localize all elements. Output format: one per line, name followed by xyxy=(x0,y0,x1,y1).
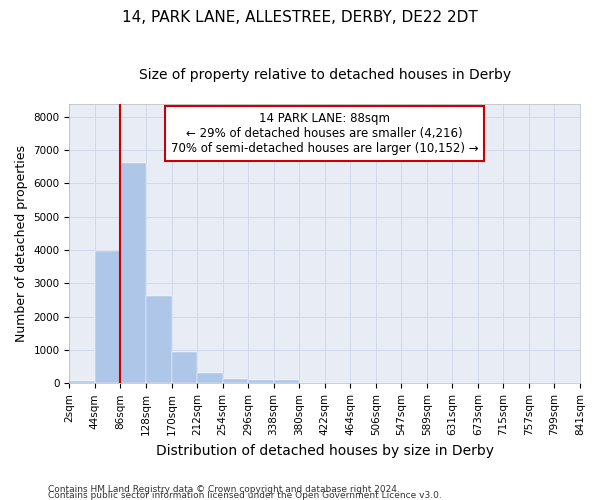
Text: Contains public sector information licensed under the Open Government Licence v3: Contains public sector information licen… xyxy=(48,490,442,500)
Title: Size of property relative to detached houses in Derby: Size of property relative to detached ho… xyxy=(139,68,511,82)
Bar xyxy=(248,380,274,384)
Text: 14 PARK LANE: 88sqm
← 29% of detached houses are smaller (4,216)
70% of semi-det: 14 PARK LANE: 88sqm ← 29% of detached ho… xyxy=(171,112,479,155)
Bar xyxy=(172,352,197,384)
X-axis label: Distribution of detached houses by size in Derby: Distribution of detached houses by size … xyxy=(156,444,494,458)
Bar xyxy=(95,251,121,384)
Bar xyxy=(197,374,223,384)
Bar xyxy=(146,296,172,384)
Bar xyxy=(70,381,95,384)
Bar xyxy=(223,379,248,384)
Text: 14, PARK LANE, ALLESTREE, DERBY, DE22 2DT: 14, PARK LANE, ALLESTREE, DERBY, DE22 2D… xyxy=(122,10,478,25)
Y-axis label: Number of detached properties: Number of detached properties xyxy=(15,145,28,342)
Bar xyxy=(121,164,146,384)
Text: Contains HM Land Registry data © Crown copyright and database right 2024.: Contains HM Land Registry data © Crown c… xyxy=(48,484,400,494)
Bar xyxy=(274,380,299,384)
